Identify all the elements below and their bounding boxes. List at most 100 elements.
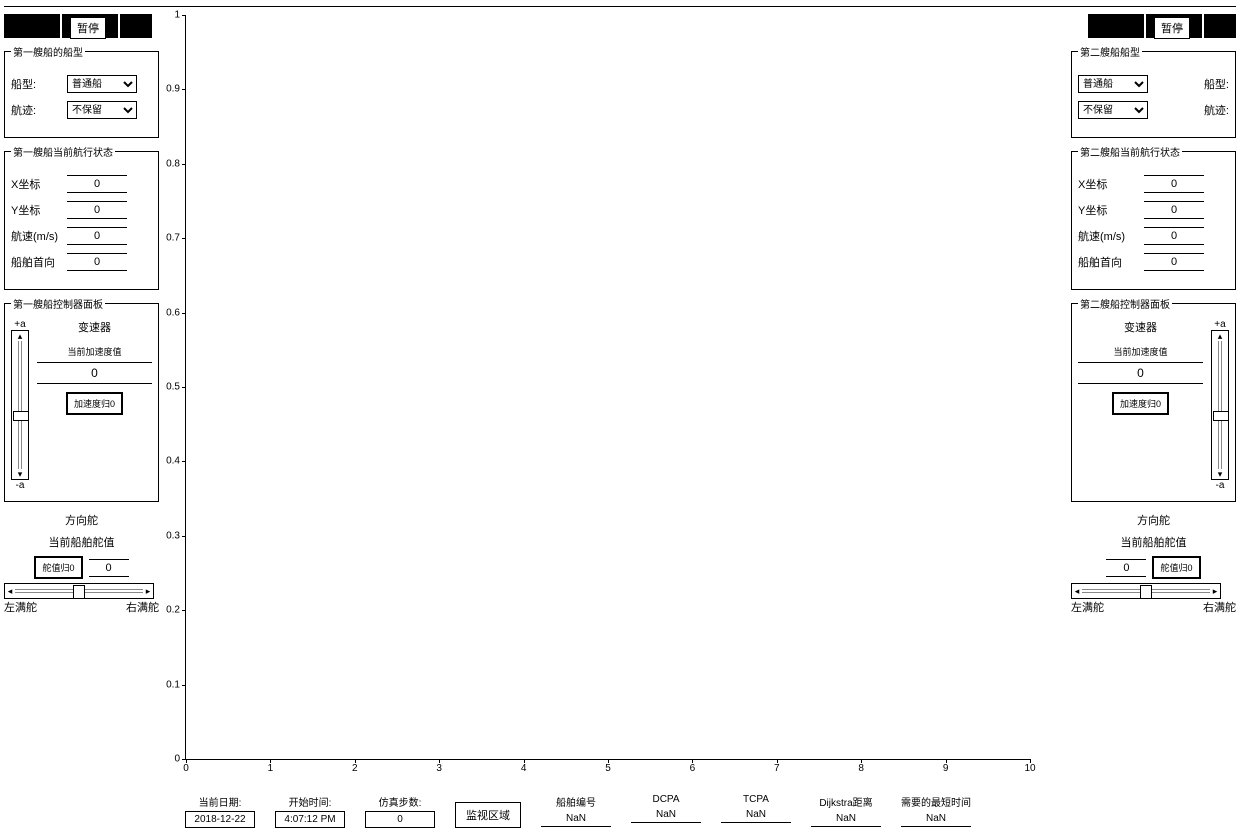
y-tick-label: 0.1 [166,679,186,690]
ship2-btn-1[interactable] [1088,14,1144,38]
ship1-type-label: 船型: [11,76,61,92]
ship1-speed-label: 航速(m/s) [11,228,61,244]
ship1-ctrl-fieldset: 第一艘船控制器面板 +a ▴ ▾ -a 变速器 当前加速度值 0 加速度归0 [4,296,159,502]
ship2-rudder-slider[interactable]: ◂ ▸ [1071,583,1221,599]
ship1-plus-a: +a [11,319,29,330]
ship2-top-buttons: 暂停 [1071,14,1236,38]
ship2-rudder-value: 0 [1106,559,1146,577]
ship1-btn-1[interactable] [4,14,60,38]
ship2-acc-label: 当前加速度值 [1078,345,1203,358]
ship2-btn-2[interactable]: 暂停 [1146,14,1202,38]
left-arrow-icon[interactable]: ◂ [5,586,15,597]
shipno-label: 船舶编号 [541,794,611,809]
y-tick-label: 0.7 [166,233,186,244]
y-tick-label: 0.5 [166,382,186,393]
ship2-type-label: 船型: [1204,76,1229,92]
ship1-accel-slider[interactable]: ▴ ▾ [11,330,29,480]
x-tick-label: 10 [1024,759,1035,774]
dijkstra-label: Dijkstra距离 [811,794,881,809]
ship1-acc-label: 当前加速度值 [37,345,152,358]
y-tick-label: 0.2 [166,605,186,616]
ship2-accel-slider[interactable]: ▴ ▾ [1211,330,1229,480]
left-arrow-icon[interactable]: ◂ [1072,586,1082,597]
ship1-accel-thumb[interactable] [13,411,29,421]
ship2-rudder-section: 方向舵 当前船舶舵值 0 舵值归0 ◂ ▸ 左满舵 右满舵 [1071,512,1236,615]
ship2-y-label: Y坐标 [1078,202,1138,218]
shipno-value: NaN [541,811,611,827]
ship2-y-value: 0 [1144,201,1204,219]
y-tick-label: 1 [174,10,186,21]
x-tick-label: 3 [436,759,442,774]
ship1-speed-value: 0 [67,227,127,245]
ship1-state-legend: 第一艘船当前航行状态 [11,144,115,159]
ship2-state-fieldset: 第二艘船当前航行状态 X坐标0 Y坐标0 航速(m/s)0 船舶首向0 [1071,144,1236,290]
ship2-rudder-title: 方向舵 [1071,512,1236,528]
ship2-pause-button[interactable]: 暂停 [1154,17,1190,39]
date-value: 2018-12-22 [185,811,255,828]
stat-steps: 仿真步数: 0 [365,794,435,828]
ship1-minus-a: -a [11,480,29,491]
right-arrow-icon[interactable]: ▸ [143,586,153,597]
ship1-btn-3[interactable] [120,14,152,38]
start-value: 4:07:12 PM [275,811,345,828]
up-arrow-icon[interactable]: ▴ [18,331,23,341]
ship2-rudder-thumb[interactable] [1140,585,1152,599]
y-tick-label: 0.4 [166,456,186,467]
ship1-rudder-title: 方向舵 [4,512,159,528]
date-label: 当前日期: [185,794,255,809]
ship1-track-select[interactable]: 不保留 [67,101,137,119]
ship1-rudder-slider[interactable]: ◂ ▸ [4,583,154,599]
x-tick-label: 2 [352,759,358,774]
ship2-track-label: 航迹: [1204,102,1229,118]
ship2-heading-value: 0 [1144,253,1204,271]
ship1-type-select[interactable]: 普通船 [67,75,137,93]
ship2-rudder-cur-label: 当前船舶舵值 [1071,534,1236,550]
y-tick-label: 0.3 [166,530,186,541]
ship1-type-legend: 第一艘船的船型 [11,44,85,59]
steps-label: 仿真步数: [365,794,435,809]
ship1-y-value: 0 [67,201,127,219]
x-tick-label: 8 [858,759,864,774]
ship1-rudder-reset-button[interactable]: 舵值归0 [34,556,82,579]
ship2-type-select[interactable]: 普通船 [1078,75,1148,93]
ship1-rudder-cur-label: 当前船舶舵值 [4,534,159,550]
ship2-panel: 暂停 第二艘船船型 普通船 船型: 不保留 航迹: 第二艘船当前航行状态 X坐标… [1071,14,1236,615]
ship1-vslider-wrap: +a ▴ ▾ -a [11,319,29,491]
ship2-type-fieldset: 第二艘船船型 普通船 船型: 不保留 航迹: [1071,44,1236,138]
stat-start: 开始时间: 4:07:12 PM [275,794,345,828]
stat-dijkstra: Dijkstra距离 NaN [811,794,881,827]
ship2-rudder-reset-button[interactable]: 舵值归0 [1152,556,1200,579]
right-arrow-icon[interactable]: ▸ [1210,586,1220,597]
up-arrow-icon[interactable]: ▴ [1218,331,1223,341]
ship1-btn-2[interactable]: 暂停 [62,14,118,38]
steps-value: 0 [365,811,435,828]
ship1-acc-reset-button[interactable]: 加速度归0 [66,392,123,415]
dcpa-value: NaN [631,807,701,823]
ship2-speed-label: 航速(m/s) [1078,228,1138,244]
down-arrow-icon[interactable]: ▾ [18,469,23,479]
ship1-x-value: 0 [67,175,127,193]
x-tick-label: 6 [690,759,696,774]
ship1-rudder-section: 方向舵 当前船舶舵值 舵值归0 0 ◂ ▸ 左满舵 右满舵 [4,512,159,615]
ship1-heading-label: 船舶首向 [11,254,61,270]
down-arrow-icon[interactable]: ▾ [1218,469,1223,479]
x-tick-label: 5 [605,759,611,774]
mintime-label: 需要的最短时间 [901,794,971,809]
ship1-acc-value: 0 [37,362,152,384]
ship1-gear-title: 变速器 [37,319,152,335]
start-label: 开始时间: [275,794,345,809]
ship1-top-buttons: 暂停 [4,14,159,38]
x-tick-label: 9 [943,759,949,774]
monitor-area-button[interactable]: 监视区域 [455,802,521,828]
ship2-right-full: 右满舵 [1203,599,1236,615]
ship2-acc-reset-button[interactable]: 加速度归0 [1112,392,1169,415]
ship2-btn-3[interactable] [1204,14,1236,38]
ship1-rudder-thumb[interactable] [73,585,85,599]
ship2-accel-thumb[interactable] [1213,411,1229,421]
ship1-pause-button[interactable]: 暂停 [70,17,106,39]
ship2-speed-value: 0 [1144,227,1204,245]
ship2-x-value: 0 [1144,175,1204,193]
x-tick-label: 1 [268,759,274,774]
ship2-track-select[interactable]: 不保留 [1078,101,1148,119]
tcpa-value: NaN [721,807,791,823]
